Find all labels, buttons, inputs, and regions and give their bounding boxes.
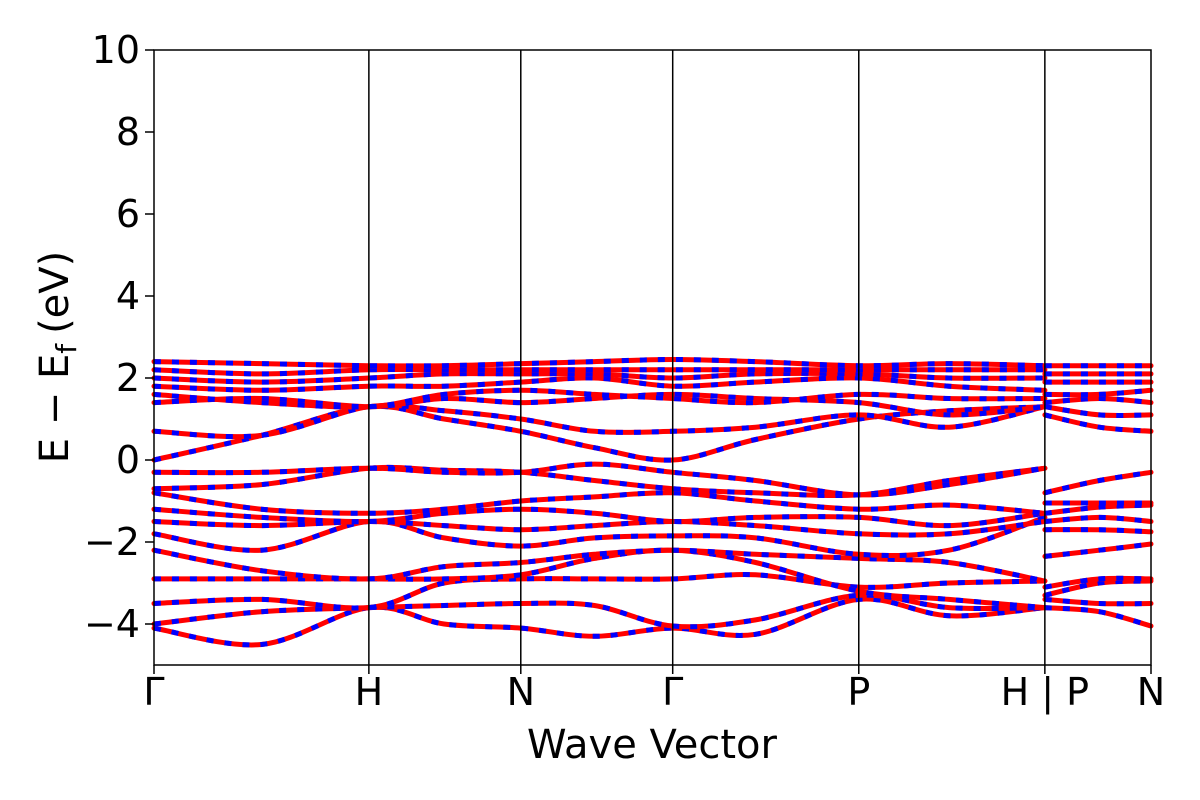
band-line-spin-down: [153, 572, 1045, 611]
y-tick-label: 0: [116, 438, 140, 482]
band-line-spin-down: [1044, 541, 1152, 559]
band-line-spin-down: [1044, 514, 1152, 524]
band-line-spin-down: [153, 547, 1046, 584]
band-line-spin-down: [153, 387, 1045, 410]
band-lines: [151, 356, 1154, 648]
band-line-spin-up: [151, 490, 1048, 516]
band-line-spin-down: [153, 375, 1046, 393]
band-line-spin-down: [153, 461, 1046, 498]
x-ticks: Γ H N Γ P H | P N: [143, 665, 1165, 715]
y-tick-label: 8: [116, 110, 140, 154]
high-symmetry-lines: [368, 50, 1046, 665]
band-line-spin-down: [1044, 404, 1152, 419]
y-tick-label: 2: [116, 356, 140, 400]
band-line-spin-down: [153, 506, 1046, 529]
band-line-spin-down: [153, 596, 1046, 648]
band-line-spin-down: [1044, 412, 1152, 434]
x-tick-label: Γ: [662, 670, 683, 714]
x-tick-label: H | P: [1001, 670, 1089, 715]
y-tick-label: 6: [116, 192, 140, 236]
band-line-spin-down: [1044, 605, 1152, 629]
band-line-spin-down: [153, 356, 1045, 369]
x-tick-label: P: [847, 670, 870, 714]
band-line-spin-down: [153, 464, 1046, 499]
band-line-spin-down: [1044, 575, 1152, 590]
y-axis-label-unit: (eV): [32, 251, 78, 334]
band-line-spin-down: [1044, 527, 1152, 535]
band-line-spin-down: [1044, 469, 1152, 496]
y-tick-label: −2: [84, 520, 140, 564]
band-line-spin-down: [153, 403, 1046, 463]
x-tick-label: N: [1137, 670, 1165, 714]
band-line-spin-up: [151, 514, 1048, 559]
y-axis-label-subscript: f: [50, 343, 83, 354]
band-line-spin-down: [1044, 395, 1152, 406]
band-line-spin-down: [153, 490, 1046, 516]
band-line-spin-down: [153, 370, 1045, 385]
x-tick-label: N: [507, 670, 535, 714]
band-line-spin-down: [1044, 387, 1152, 398]
y-axis-label-main: E − E: [32, 354, 78, 464]
y-tick-label: 4: [116, 274, 140, 318]
band-line-spin-down: [1044, 596, 1152, 607]
y-axis-label: E − Ef (eV): [32, 251, 83, 464]
plot-frame: [153, 49, 1152, 666]
x-tick-label: H: [355, 670, 384, 714]
x-axis-label: Wave Vector: [527, 722, 778, 768]
y-ticks: −4 −2 0 2 4 6 8 10: [84, 28, 154, 646]
band-line-spin-down: [153, 402, 1046, 440]
x-tick-label: Γ: [143, 670, 164, 714]
band-line-spin-down: [153, 391, 1046, 418]
band-line-spin-down: [153, 366, 1045, 377]
y-tick-label: 10: [92, 28, 140, 72]
y-tick-label: −4: [84, 602, 140, 646]
band-line-spin-down: [153, 518, 1046, 538]
